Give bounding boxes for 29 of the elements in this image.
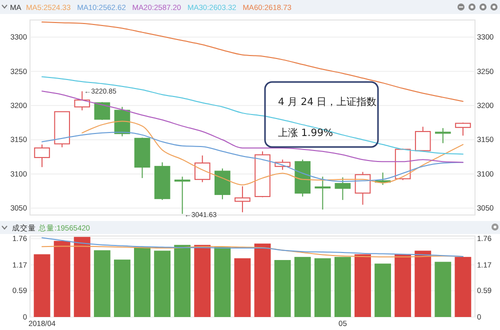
line-series bbox=[42, 237, 464, 257]
bar bbox=[34, 254, 50, 317]
bar bbox=[154, 250, 171, 317]
bar bbox=[74, 236, 90, 317]
bar bbox=[254, 244, 271, 317]
bar bbox=[294, 256, 311, 317]
bar bbox=[274, 260, 291, 317]
bar bbox=[334, 256, 351, 317]
bar bbox=[114, 260, 130, 317]
bar bbox=[414, 250, 432, 317]
bar bbox=[94, 250, 110, 317]
line-series bbox=[42, 90, 464, 163]
bar bbox=[234, 258, 251, 317]
candlestick bbox=[314, 176, 331, 210]
bar bbox=[214, 246, 231, 317]
bar bbox=[134, 246, 150, 317]
bar bbox=[454, 256, 472, 317]
annotation: 4 月 24 日，上证指数 bbox=[278, 96, 377, 108]
bar bbox=[194, 244, 211, 317]
line-series bbox=[42, 76, 464, 155]
bar bbox=[374, 264, 392, 317]
bar bbox=[174, 244, 191, 317]
bar bbox=[434, 262, 452, 317]
candlestick bbox=[234, 186, 250, 213]
annotation: 上涨 1.99% bbox=[278, 127, 333, 139]
bar bbox=[54, 240, 70, 317]
bar bbox=[314, 258, 331, 317]
bar bbox=[354, 254, 371, 317]
bar bbox=[394, 254, 412, 317]
